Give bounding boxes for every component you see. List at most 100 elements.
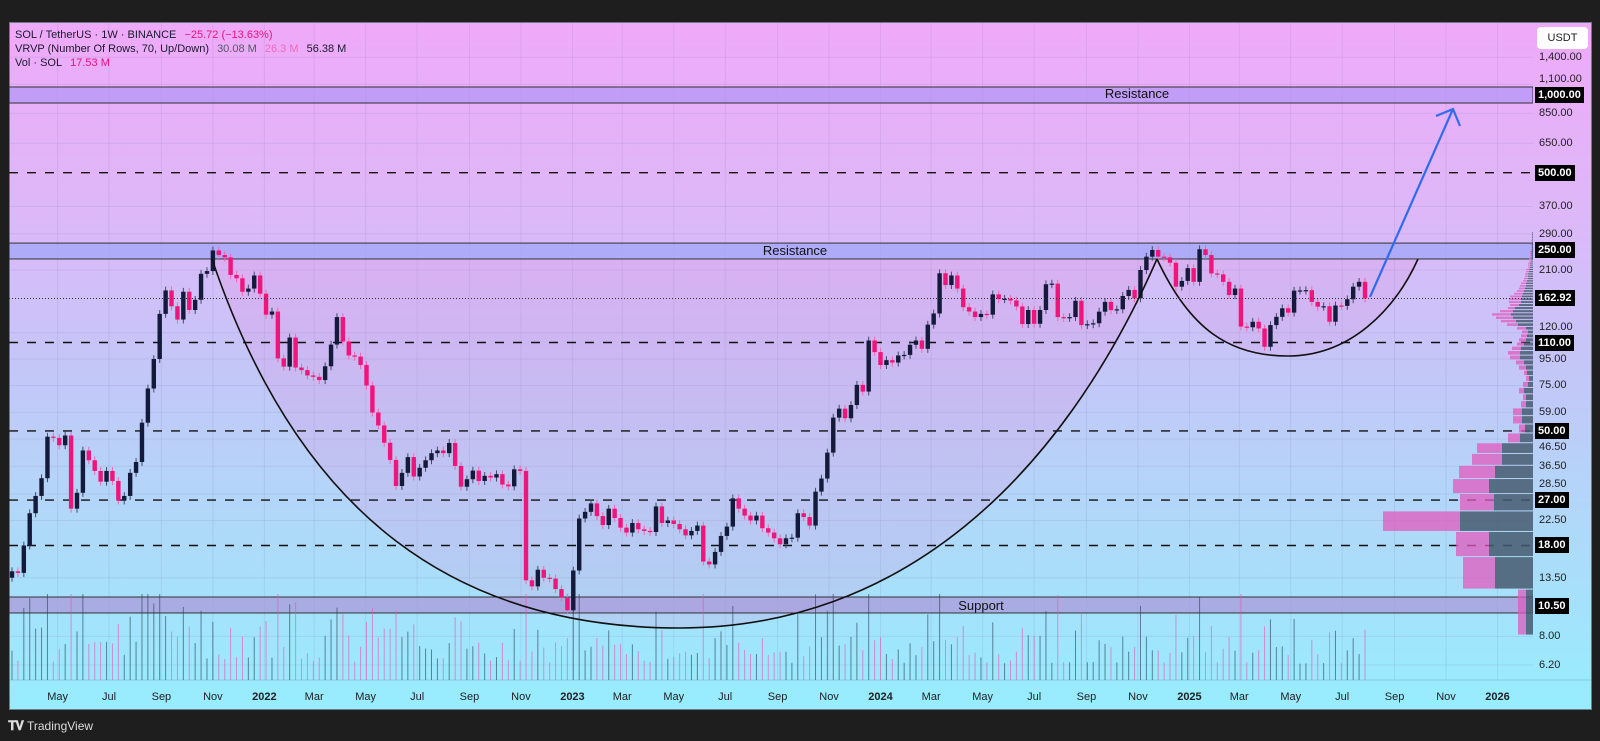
vrvp-up-bar [1460, 511, 1533, 531]
candle-body [92, 460, 97, 471]
currency-button[interactable]: USDT [1537, 27, 1588, 49]
candle [252, 271, 257, 293]
candle [1126, 286, 1131, 300]
candle-body [1167, 257, 1173, 263]
candle-body [1291, 290, 1297, 313]
candle-body [269, 311, 275, 315]
time-tick-label: Nov [511, 691, 531, 703]
candle [1102, 298, 1108, 316]
candle-body [937, 273, 942, 314]
legend-symbol-row[interactable]: SOL / TetherUS · 1W · BINANCE −25.72 (−1… [15, 29, 278, 41]
vrvp-up-bar [1528, 275, 1533, 277]
candle-body [1173, 262, 1179, 287]
volume-pane [11, 594, 1366, 680]
time-tick-label: May [663, 691, 685, 703]
candle [783, 534, 789, 549]
candle [68, 431, 74, 513]
candle-body [98, 470, 103, 482]
candle-body [1297, 290, 1303, 292]
vrvp-down-bar [1520, 285, 1526, 287]
candle [181, 287, 186, 324]
candle-body [783, 538, 789, 545]
vrvp-up-bar [1523, 292, 1533, 295]
vrvp-up-bar [1530, 264, 1533, 266]
vrvp-up-bar [1531, 258, 1533, 260]
candle [647, 527, 653, 536]
time-tick-label: Jul [1027, 691, 1042, 703]
price-tick-label: 75.00 [1539, 379, 1567, 392]
candle [1079, 296, 1084, 330]
candle [1345, 295, 1350, 310]
candle [671, 516, 676, 529]
vrvp-up-bar [1522, 408, 1533, 416]
vrvp-down-bar [1519, 338, 1526, 342]
candle-body [1309, 290, 1315, 302]
candle-body [204, 271, 210, 274]
support-label: Support [958, 598, 1004, 613]
candle [500, 470, 505, 489]
candle-body [293, 337, 298, 368]
candle [334, 313, 340, 349]
candle-body [689, 530, 694, 536]
candle [488, 471, 493, 482]
vrvp-down-bar [1508, 433, 1520, 443]
candle [110, 467, 115, 485]
candle-body [263, 293, 269, 315]
volume-label: Vol · SOL [15, 57, 63, 69]
candle-body [435, 450, 440, 454]
vrvp-down-bar [1513, 408, 1522, 416]
candle-body [1120, 295, 1125, 310]
chart-panel[interactable] [9, 22, 1592, 710]
vrvp-down-bar [1519, 424, 1525, 433]
tradingview-logo[interactable]: 𝐓𝐕 TradingView [8, 718, 93, 734]
vrvp-down-bar [1460, 494, 1494, 511]
vrvp-up-bar [1532, 249, 1533, 251]
candle [340, 313, 346, 346]
candle-body [695, 525, 700, 531]
time-tick-label: May [47, 691, 68, 703]
candle [1091, 319, 1096, 329]
candle [618, 514, 623, 532]
price-tick-label: 290.00 [1539, 227, 1573, 240]
candle-body [352, 355, 357, 357]
candle-body [470, 470, 476, 480]
vrvp-down-bar [1530, 250, 1531, 252]
candle [748, 511, 753, 525]
vrvp-down-bar [1507, 323, 1518, 326]
candle [1120, 292, 1125, 314]
candle-body [145, 388, 151, 423]
vrvp-up-bar [1522, 295, 1533, 298]
candle-body [884, 360, 889, 366]
vrvp-up-bar [1532, 233, 1533, 235]
candle [423, 456, 428, 472]
candle [553, 574, 558, 594]
candle-body [1221, 274, 1226, 282]
vrvp-down-bar [1529, 260, 1531, 262]
candle-body [529, 580, 535, 587]
candle-body [919, 340, 925, 349]
candle-body [990, 294, 995, 315]
candle [659, 502, 665, 527]
candle-body [701, 525, 706, 562]
vrvp-down-bar [1524, 277, 1528, 280]
candle [636, 519, 641, 534]
candle [1209, 251, 1214, 278]
candle-body [819, 478, 824, 492]
candle-body [523, 470, 529, 581]
vrvp-down-bar [1509, 301, 1521, 304]
vrvp-up-bar [1531, 250, 1533, 252]
candle [1274, 312, 1279, 330]
time-tick-label: Sep [767, 691, 788, 703]
candle-body [506, 484, 511, 487]
legend-vrvp-row[interactable]: VRVP (Number Of Rows, 70, Up/Down) 30.08… [15, 43, 351, 55]
legend-volume-row[interactable]: Vol · SOL 17.53 M [15, 57, 115, 69]
candle [1238, 284, 1244, 331]
time-tick-label: Nov [1436, 691, 1456, 703]
candle [482, 471, 487, 485]
vrvp-down-bar [1528, 264, 1530, 266]
candle-body [322, 366, 328, 381]
time-tick-label: May [355, 691, 377, 703]
cup-curves [211, 258, 1419, 629]
candle [204, 267, 210, 278]
